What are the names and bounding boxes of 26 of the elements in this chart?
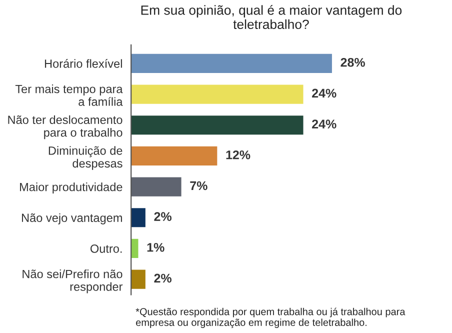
data-label: 7% [190, 181, 208, 190]
bar [131, 177, 182, 196]
y-tick-label: Diminuição de despesas [48, 146, 122, 170]
bar [131, 84, 304, 104]
data-label: 24% [312, 120, 336, 128]
y-tick-label: Outro. [90, 244, 122, 253]
bar [131, 146, 218, 166]
y-tick-label: Não sei/Prefiro não responder [22, 270, 123, 294]
text: *Questão respondida por quem trabalha ou já trabalhou para empresa ou organização em regime de teletrabalho. [136, 308, 406, 328]
bar [131, 116, 304, 135]
bar [131, 208, 146, 228]
y-tick-label: Maior produtividade [20, 182, 122, 194]
y-tick-label: Horário flexível [44, 59, 122, 68]
data-label: 2% [154, 212, 172, 221]
bar [131, 54, 332, 74]
data-label: 2% [154, 274, 172, 283]
data-label: 12% [226, 150, 250, 160]
data-label: 1% [147, 242, 164, 252]
y-tick-label: Não ter deslocamento para o trabalho [8, 115, 122, 140]
data-label: 28% [340, 58, 365, 67]
y-tick-label: Ter mais tempo para a família [15, 84, 123, 106]
data-label: 24% [312, 88, 336, 98]
y-tick-label: Não vejo vantagem [22, 213, 122, 224]
chart-title: Em sua opinião, qual é a maior vantagem do teletrabalho? [141, 4, 402, 30]
bar [131, 238, 138, 258]
bar [131, 270, 146, 289]
